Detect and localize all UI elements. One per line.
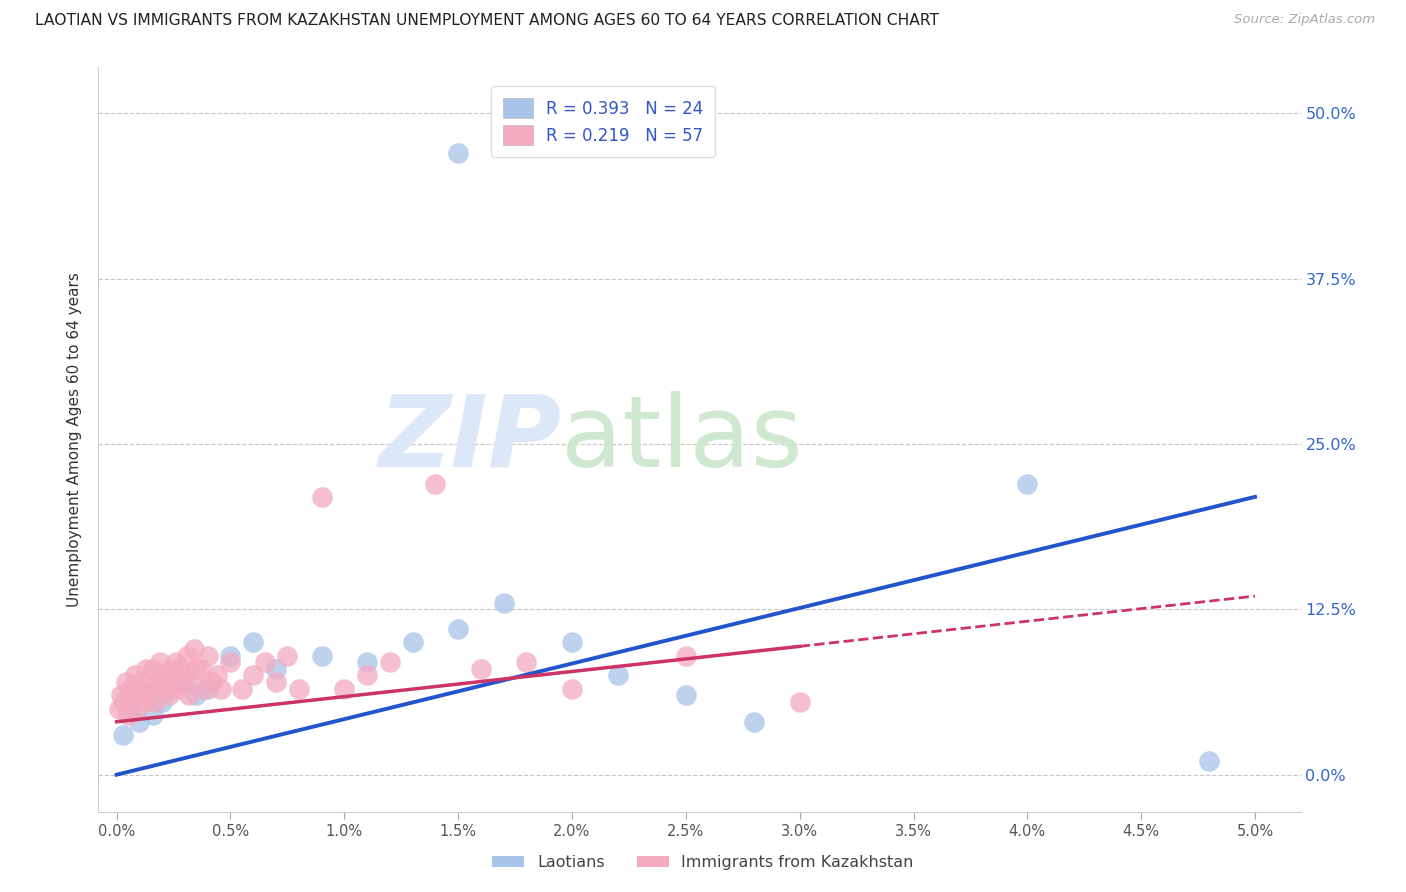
Point: [561, 635, 583, 649]
Point: [110, 688, 132, 702]
Point: [162, 675, 184, 690]
Text: LAOTIAN VS IMMIGRANTS FROM KAZAKHSTAN UNEMPLOYMENT AMONG AGES 60 TO 64 YEARS COR: LAOTIAN VS IMMIGRANTS FROM KAZAKHSTAN UN…: [35, 13, 939, 29]
Point: [142, 708, 165, 723]
Point: [169, 662, 191, 676]
Point: [470, 662, 492, 676]
Point: [219, 655, 242, 669]
Point: [165, 655, 187, 669]
Point: [253, 655, 276, 669]
Point: [160, 662, 183, 676]
Point: [311, 490, 333, 504]
Point: [153, 681, 176, 696]
Point: [492, 596, 515, 610]
Point: [264, 662, 287, 676]
Point: [143, 695, 166, 709]
Point: [186, 662, 208, 676]
Point: [112, 728, 135, 742]
Point: [515, 655, 537, 669]
Point: [150, 695, 173, 709]
Point: [174, 668, 197, 682]
Point: [675, 648, 697, 663]
Point: [190, 662, 212, 676]
Point: [150, 675, 173, 690]
Point: [447, 145, 470, 160]
Point: [112, 695, 135, 709]
Point: [160, 681, 183, 696]
Point: [742, 714, 765, 729]
Legend: Laotians, Immigrants from Kazakhstan: Laotians, Immigrants from Kazakhstan: [486, 849, 920, 877]
Point: [139, 681, 162, 696]
Point: [606, 668, 628, 682]
Point: [180, 675, 202, 690]
Point: [121, 688, 143, 702]
Point: [231, 681, 253, 696]
Point: [186, 688, 208, 702]
Point: [146, 675, 169, 690]
Point: [288, 681, 311, 696]
Point: [194, 681, 217, 696]
Legend: R = 0.393   N = 24, R = 0.219   N = 57: R = 0.393 N = 24, R = 0.219 N = 57: [491, 87, 716, 157]
Point: [205, 668, 228, 682]
Text: Source: ZipAtlas.com: Source: ZipAtlas.com: [1234, 13, 1375, 27]
Point: [219, 648, 242, 663]
Point: [138, 688, 160, 702]
Text: ZIP: ZIP: [378, 391, 561, 488]
Point: [117, 708, 139, 723]
Point: [108, 701, 131, 715]
Point: [149, 655, 172, 669]
Point: [197, 681, 219, 696]
Point: [179, 688, 201, 702]
Point: [183, 642, 205, 657]
Point: [209, 681, 232, 696]
Point: [176, 648, 198, 663]
Point: [120, 681, 142, 696]
Point: [425, 476, 447, 491]
Point: [561, 681, 583, 696]
Point: [311, 648, 333, 663]
Point: [401, 635, 423, 649]
Point: [378, 655, 401, 669]
Point: [131, 675, 153, 690]
Point: [174, 675, 197, 690]
Text: atlas: atlas: [561, 391, 803, 488]
Point: [201, 675, 224, 690]
Point: [789, 695, 811, 709]
Point: [675, 688, 697, 702]
Point: [156, 668, 179, 682]
Point: [242, 668, 264, 682]
Point: [333, 681, 356, 696]
Point: [135, 662, 157, 676]
Y-axis label: Unemployment Among Ages 60 to 64 years: Unemployment Among Ages 60 to 64 years: [67, 272, 83, 607]
Point: [447, 622, 470, 636]
Point: [132, 695, 155, 709]
Point: [167, 681, 190, 696]
Point: [1017, 476, 1039, 491]
Point: [124, 668, 146, 682]
Point: [356, 655, 378, 669]
Point: [128, 714, 150, 729]
Point: [276, 648, 298, 663]
Point: [128, 681, 150, 696]
Point: [1198, 755, 1220, 769]
Point: [127, 701, 149, 715]
Point: [356, 668, 378, 682]
Point: [135, 688, 157, 702]
Point: [242, 635, 264, 649]
Point: [114, 675, 136, 690]
Point: [120, 701, 142, 715]
Point: [142, 662, 165, 676]
Point: [157, 688, 180, 702]
Point: [264, 675, 287, 690]
Point: [197, 648, 219, 663]
